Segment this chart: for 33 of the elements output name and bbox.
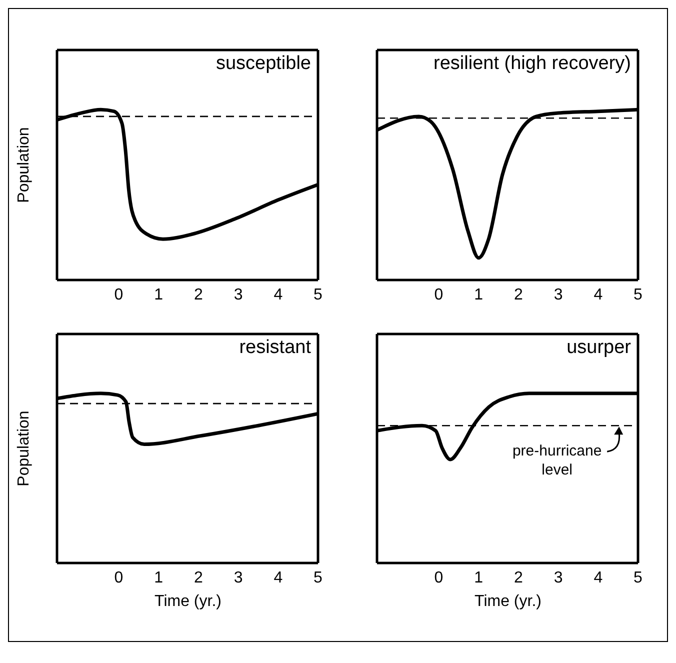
x-tick-label: 4 [594,569,603,586]
x-tick-label: 0 [434,286,444,304]
x-tick-label: 5 [314,286,323,304]
x-tick-label: 1 [474,286,484,304]
x-tick-label: 2 [514,569,524,586]
x-tick-label: 2 [194,286,204,304]
x-tick-label: 1 [474,569,484,586]
chart-title: susceptible [216,53,311,75]
x-tick-label: 5 [314,569,323,586]
x-axis-title: Time (yr.) [474,593,542,611]
x-tick-label: 4 [274,569,283,586]
chart-title: usurper [566,337,631,359]
x-tick-label: 0 [114,286,124,304]
x-tick-label: 1 [154,286,164,304]
x-tick-label: 2 [194,569,204,586]
x-tick-label: 1 [154,569,164,586]
x-tick-label: 5 [634,286,643,304]
chart-title: resistant [239,337,311,359]
x-tick-label: 4 [274,286,283,304]
x-tick-label: 3 [234,569,243,586]
x-tick-label: 3 [554,569,563,586]
x-tick-label: 0 [434,569,444,586]
x-tick-label: 2 [514,286,524,304]
x-tick-label: 3 [554,286,563,304]
x-tick-label: 5 [634,569,643,586]
y-axis-title: Population [16,127,33,203]
x-tick-label: 4 [594,286,603,304]
legend-label: pre-hurricane level [512,442,602,479]
y-axis-title: Population [16,410,33,486]
x-axis-title: Time (yr.) [154,593,222,611]
x-tick-label: 3 [234,286,243,304]
chart-title: resilient (high recovery) [434,53,631,75]
x-tick-label: 0 [114,569,124,586]
